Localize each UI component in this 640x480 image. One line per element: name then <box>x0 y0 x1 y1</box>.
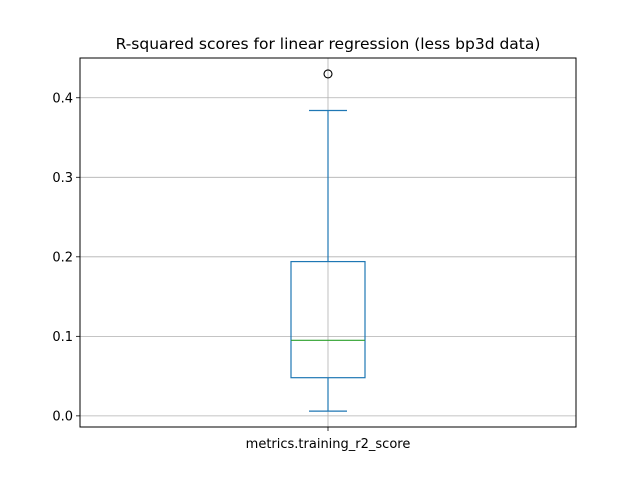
y-tick-label: 0.2 <box>52 250 73 265</box>
plot-frame <box>79 57 577 428</box>
y-tick-label: 0.1 <box>52 330 73 345</box>
chart-title: R-squared scores for linear regression (… <box>116 35 541 53</box>
y-tick-label: 0.0 <box>52 409 73 424</box>
x-axis: metrics.training_r2_score <box>246 427 411 452</box>
y-tick-label: 0.4 <box>52 91 73 106</box>
box-layer <box>290 69 366 412</box>
y-axis: 0.0 0.1 0.2 0.3 0.4 <box>52 91 80 424</box>
y-tick-label: 0.3 <box>52 171 73 186</box>
outlier-point <box>323 69 333 79</box>
x-tick-label: metrics.training_r2_score <box>246 437 411 452</box>
